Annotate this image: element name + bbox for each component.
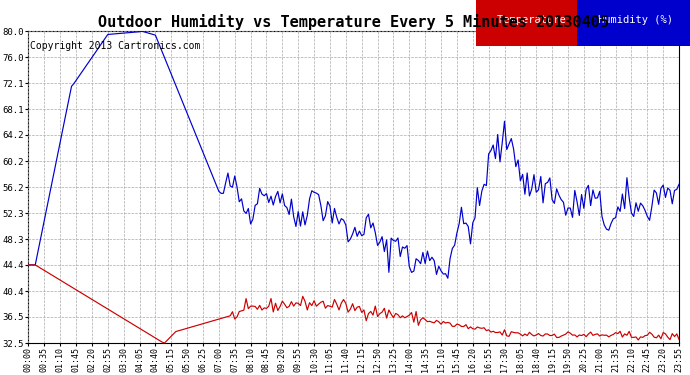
Title: Outdoor Humidity vs Temperature Every 5 Minutes 20130405: Outdoor Humidity vs Temperature Every 5 … bbox=[98, 14, 609, 30]
Text: Humidity (%): Humidity (%) bbox=[598, 15, 673, 25]
Text: Copyright 2013 Cartronics.com: Copyright 2013 Cartronics.com bbox=[30, 40, 200, 51]
Text: Temperature (°F): Temperature (°F) bbox=[497, 15, 597, 25]
